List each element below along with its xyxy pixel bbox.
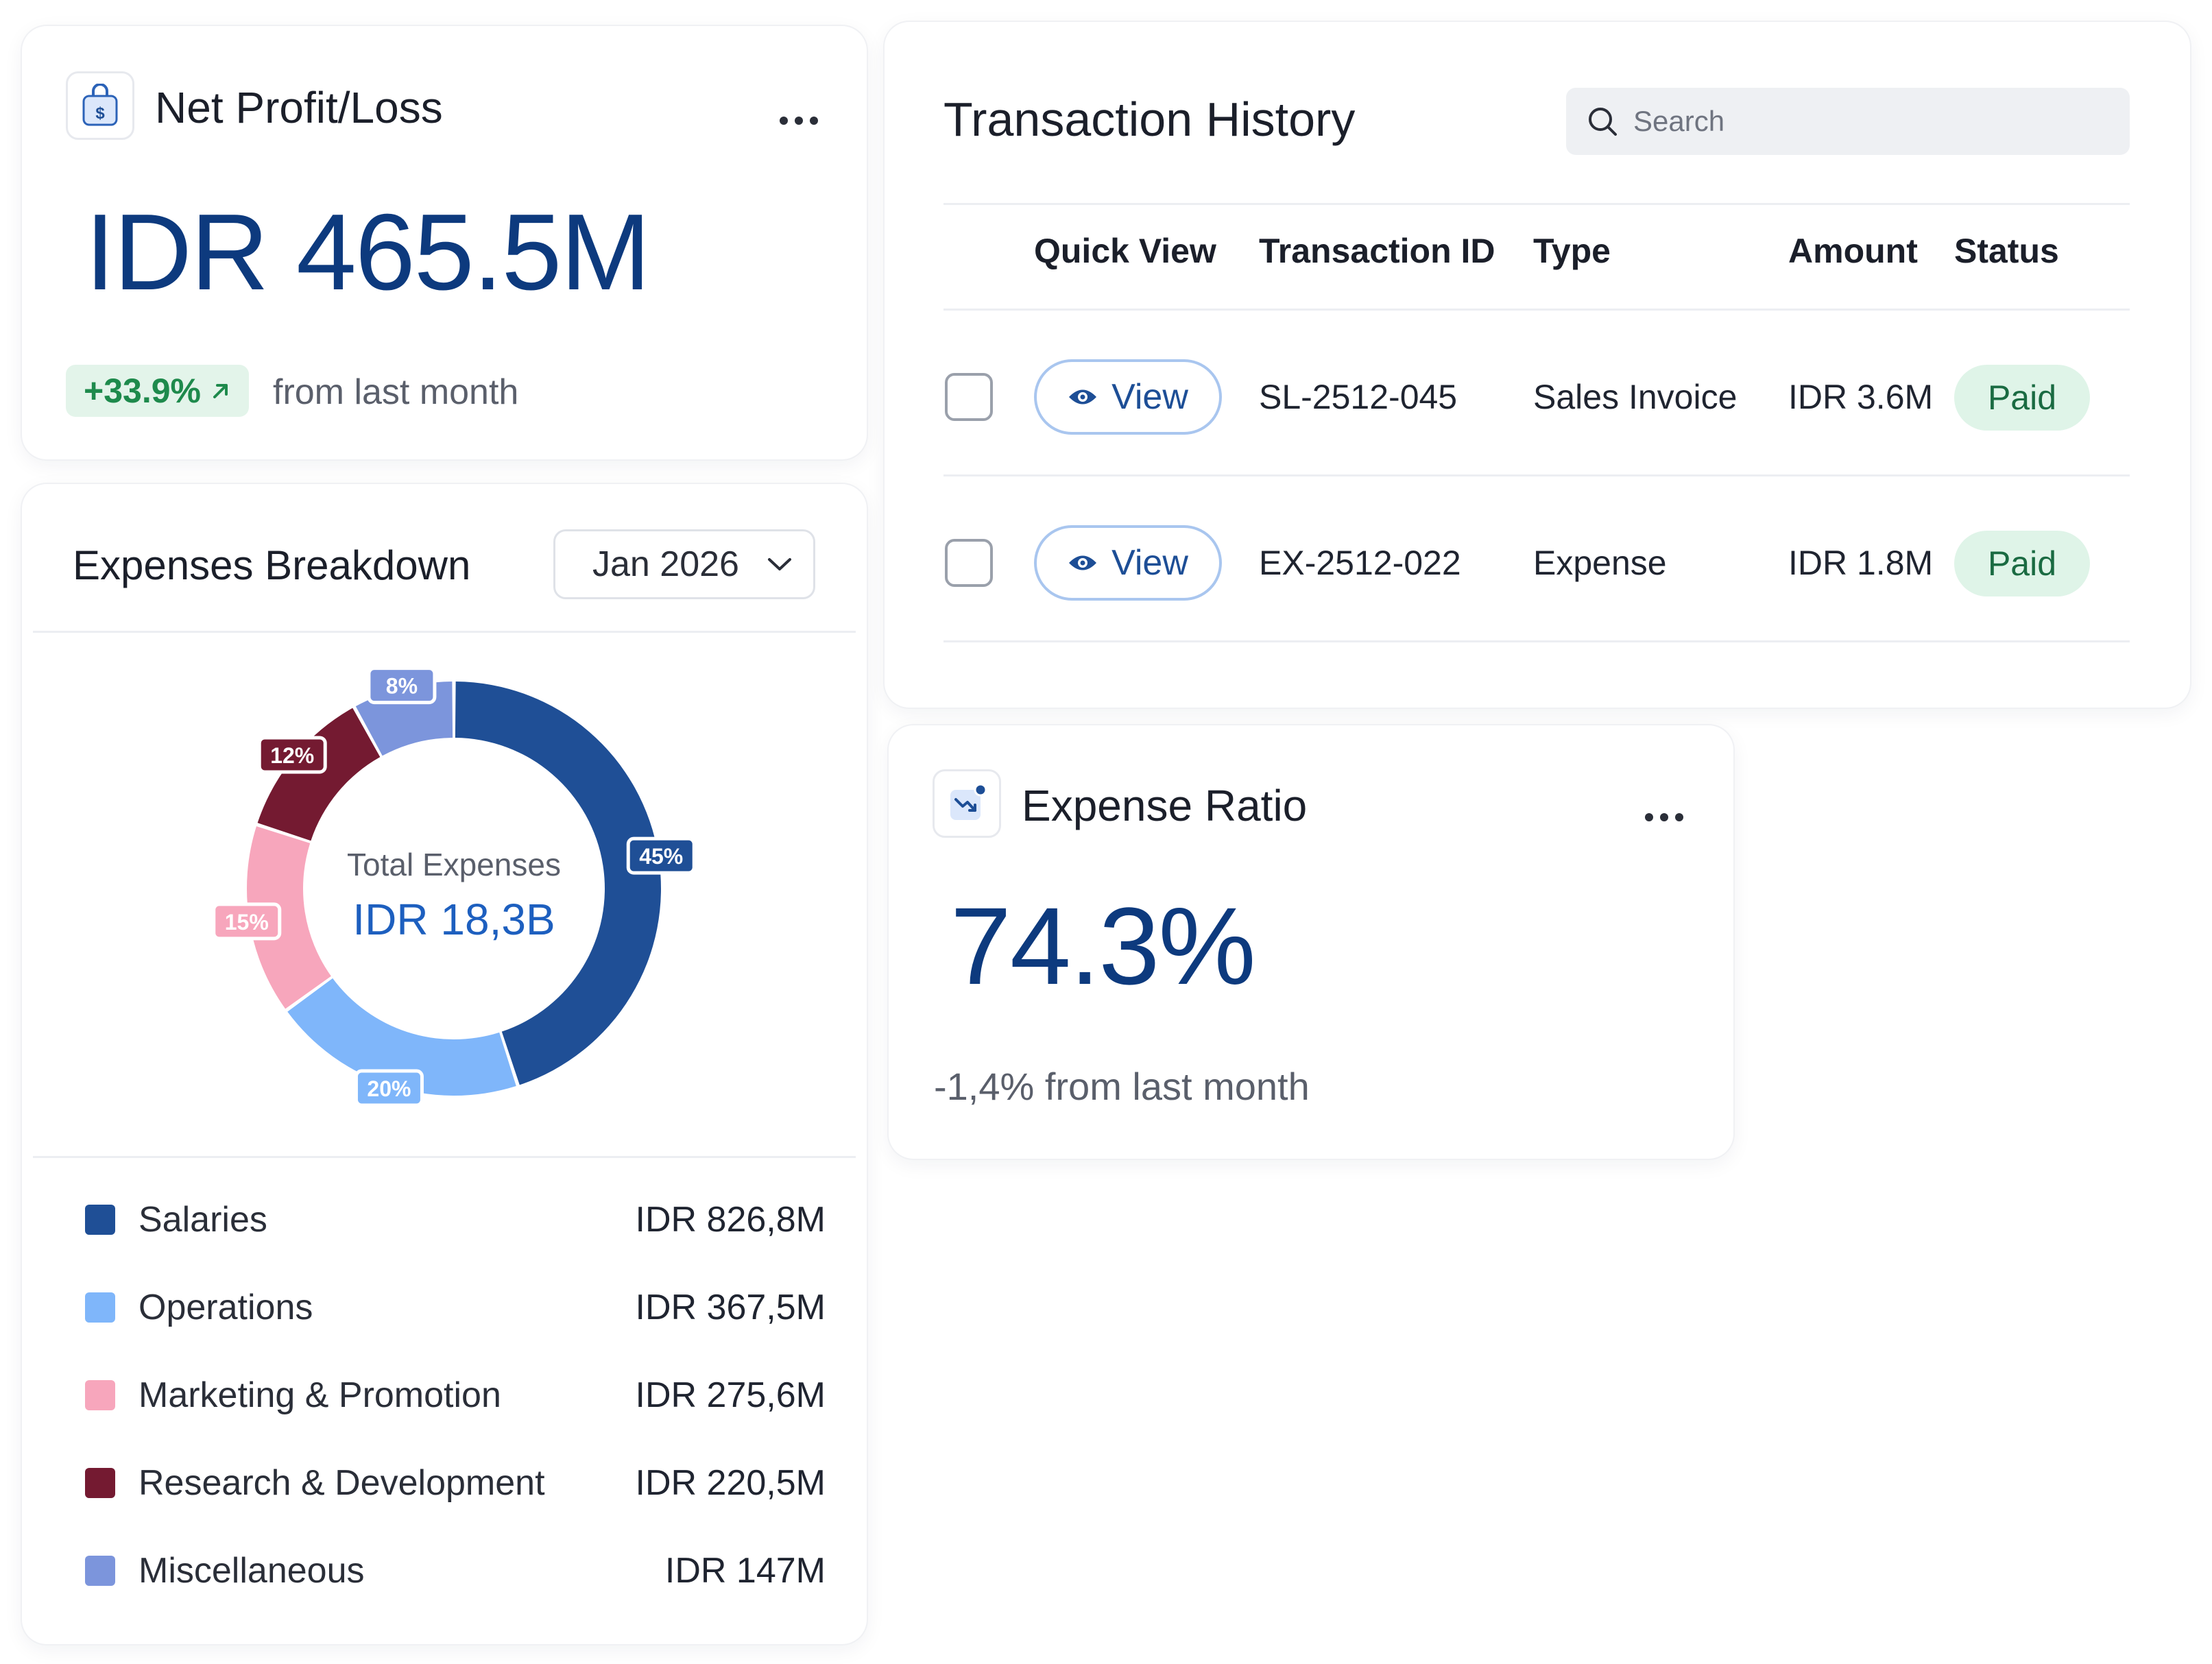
legend-swatch [85,1468,115,1498]
wallet-dollar-icon: $ [66,71,134,140]
net-profit-value: IDR 465.5M [85,192,651,313]
transaction-id-cell: EX-2512-022 [1259,544,1461,582]
transaction-amount-cell: IDR 3.6M [1788,378,1934,416]
trend-down-icon [933,769,1001,838]
net-profit-card: $ Net Profit/Loss IDR 465.5M +33.9% from… [22,26,867,459]
legend-value: IDR 826,8M [635,1200,826,1240]
donut-slice [455,682,661,1085]
svg-text:8%: 8% [386,674,418,699]
legend-label: Marketing & Promotion [139,1375,501,1415]
eye-icon [1069,555,1097,570]
expenses-breakdown-card: Expenses Breakdown Jan 2026 45% 20% 15% 12%… [22,484,867,1644]
slice-percent-label: 12% [257,736,327,774]
search-placeholder: Search [1633,105,1725,137]
legend-item: Salaries IDR 826,8M [85,1196,826,1244]
legend-value: IDR 275,6M [635,1375,826,1415]
legend-value: IDR 367,5M [635,1288,826,1327]
search-input[interactable]: Search [1566,88,2130,155]
view-button[interactable]: View [1034,359,1222,435]
svg-text:20%: 20% [367,1076,411,1101]
view-button[interactable]: View [1034,525,1222,601]
donut-slice [257,708,381,841]
legend-swatch [85,1292,115,1323]
divider [33,631,856,633]
status-badge: Paid [1954,531,2090,596]
transaction-history-title: Transaction History [943,93,1356,146]
divider [943,309,2130,311]
divider [33,1156,856,1158]
view-label: View [1111,543,1188,583]
donut-slice [247,826,331,1009]
trend-suffix: from last month [273,372,519,412]
column-header-amount: Amount [1788,232,1918,270]
expenses-title: Expenses Breakdown [73,542,471,588]
legend-item: Research & Development IDR 220,5M [85,1459,826,1507]
expense-ratio-value: 74.3% [950,884,1256,1007]
legend-item: Miscellaneous IDR 147M [85,1547,826,1595]
expense-ratio-change: -1,4% from last month [934,1065,1310,1108]
trend-percent: +33.9% [84,372,201,410]
expense-ratio-title: Expense Ratio [1022,781,1308,830]
more-horizontal-icon[interactable] [1640,804,1688,831]
expenses-donut-chart: 45% 20% 15% 12% 8% [212,666,696,1107]
more-horizontal-icon[interactable] [775,107,823,134]
legend-value: IDR 147M [664,1551,826,1591]
transaction-history-card: Transaction History Search Quick View Tr… [885,22,2190,708]
expense-ratio-card: Expense Ratio 74.3% -1,4% from last mont… [889,725,1733,1159]
divider [943,474,2130,477]
transaction-amount-cell: IDR 1.8M [1788,544,1934,582]
donut-slice [287,978,516,1096]
legend-swatch [85,1205,115,1235]
search-icon [1589,108,1617,136]
eye-icon [1069,389,1097,405]
divider [943,640,2130,642]
legend-item: Operations IDR 367,5M [85,1283,826,1331]
net-profit-title: Net Profit/Loss [155,83,443,132]
column-header-transaction-id: Transaction ID [1259,232,1495,270]
slice-percent-label: 45% [626,836,696,875]
legend-label: Miscellaneous [139,1551,365,1591]
legend-label: Operations [139,1288,313,1327]
row-checkbox[interactable] [945,373,993,421]
status-badge: Paid [1954,365,2090,431]
column-header-status: Status [1954,232,2059,270]
svg-text:$: $ [95,104,105,123]
column-header-type: Type [1533,232,1611,270]
legend-swatch [85,1556,115,1586]
slice-percent-label: 15% [212,902,282,941]
column-header-quick-view: Quick View [1034,232,1216,270]
chevron-down-icon [767,558,791,570]
trend-badge: +33.9% [66,365,249,417]
svg-text:15%: 15% [225,910,269,935]
slice-percent-label: 8% [367,666,437,705]
donut-center-label: Total Expenses [347,847,561,882]
period-select[interactable]: Jan 2026 [553,529,815,599]
view-label: View [1111,377,1188,417]
slice-percent-label: 20% [354,1069,424,1107]
legend-label: Research & Development [139,1463,545,1503]
transaction-type-cell: Expense [1533,544,1667,582]
legend-label: Salaries [139,1200,267,1240]
svg-text:12%: 12% [270,743,314,768]
legend-item: Marketing & Promotion IDR 275,6M [85,1371,826,1419]
svg-text:45%: 45% [639,844,683,869]
transaction-id-cell: SL-2512-045 [1259,378,1458,416]
divider [943,203,2130,205]
transaction-type-cell: Sales Invoice [1533,378,1738,416]
arrow-up-right-icon [213,384,228,398]
legend-value: IDR 220,5M [635,1463,826,1503]
legend-swatch [85,1380,115,1410]
row-checkbox[interactable] [945,539,993,587]
period-value: Jan 2026 [592,544,739,584]
donut-center-value: IDR 18,3B [352,895,555,944]
